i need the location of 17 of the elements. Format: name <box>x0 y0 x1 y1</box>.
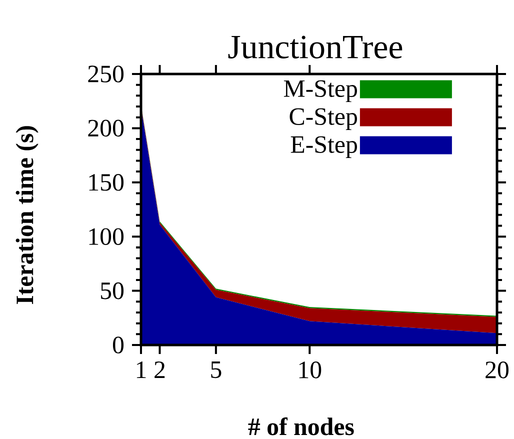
x-tick-label: 1 <box>136 362 146 378</box>
x-tick-label: 10 <box>299 362 322 378</box>
y-axis-title: Iteration time (s) <box>16 126 38 304</box>
y-tick-label: 200 <box>88 120 124 137</box>
y-tick-label: 150 <box>89 174 124 191</box>
x-axis-title: # of nodes <box>248 417 354 436</box>
x-tick-label: 20 <box>486 362 509 378</box>
y-tick-label: 50 <box>101 282 124 300</box>
y-tick-label: 250 <box>88 66 124 82</box>
legend-label: M-Step <box>284 80 357 102</box>
chart-title: JunctionTree <box>228 36 402 58</box>
x-tick-label: 2 <box>154 362 165 378</box>
y-tick-label: 100 <box>89 228 124 246</box>
legend-label: C-Step <box>290 108 357 130</box>
legend-label: E-Step <box>290 136 357 158</box>
y-tick-label: 0 <box>112 336 124 354</box>
x-tick-label: 5 <box>211 362 222 378</box>
